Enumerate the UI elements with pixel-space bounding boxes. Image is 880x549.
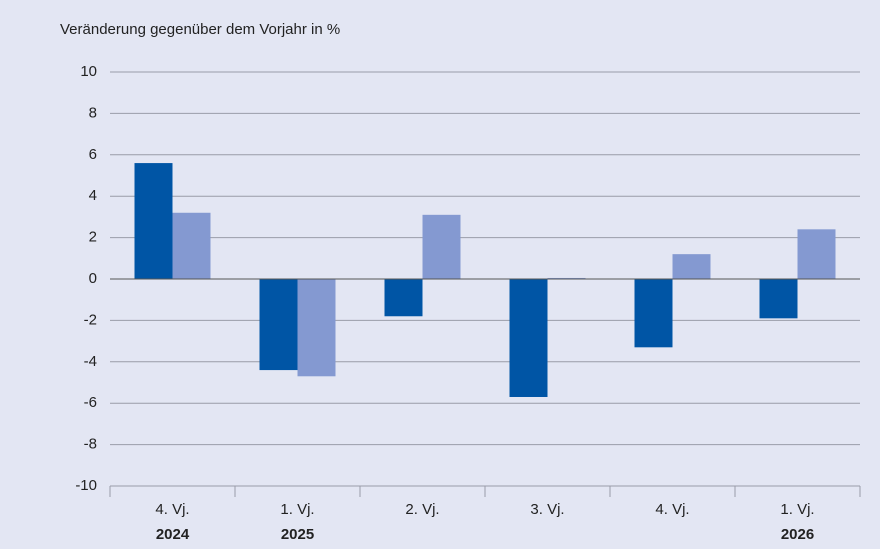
y-tick-label: -4 bbox=[84, 353, 97, 370]
bar bbox=[634, 279, 673, 348]
y-tick-label: -2 bbox=[84, 311, 97, 328]
x-group-label: 2025 bbox=[281, 526, 314, 543]
y-tick-label: 0 bbox=[89, 270, 97, 287]
y-tick-label: 10 bbox=[80, 63, 97, 80]
chart-title: Veränderung gegenüber dem Vorjahr in % bbox=[60, 21, 340, 38]
bar bbox=[759, 279, 798, 319]
y-tick-label: 6 bbox=[89, 146, 97, 163]
y-tick-label: 8 bbox=[89, 104, 97, 121]
bar bbox=[422, 214, 461, 279]
bar bbox=[297, 279, 336, 377]
x-tick-label: 4. Vj. bbox=[655, 501, 689, 518]
y-tick-label: -10 bbox=[75, 477, 97, 494]
y-tick-label: 2 bbox=[89, 229, 97, 246]
bar bbox=[547, 277, 586, 279]
bar bbox=[672, 254, 711, 279]
y-tick-label: 4 bbox=[89, 187, 97, 204]
y-tick-label: -6 bbox=[84, 394, 97, 411]
x-tick-label: 2. Vj. bbox=[405, 501, 439, 518]
x-tick-label: 3. Vj. bbox=[530, 501, 564, 518]
bar bbox=[134, 163, 173, 279]
x-tick-label: 4. Vj. bbox=[155, 501, 189, 518]
x-group-label: 2026 bbox=[781, 526, 814, 543]
bar bbox=[172, 212, 211, 279]
y-tick-label: -8 bbox=[84, 436, 97, 453]
bar bbox=[797, 229, 836, 279]
x-tick-label: 1. Vj. bbox=[780, 501, 814, 518]
bar bbox=[259, 279, 298, 371]
bar bbox=[384, 279, 423, 317]
x-tick-label: 1. Vj. bbox=[280, 501, 314, 518]
x-group-label: 2024 bbox=[156, 526, 190, 543]
bar bbox=[509, 279, 548, 397]
